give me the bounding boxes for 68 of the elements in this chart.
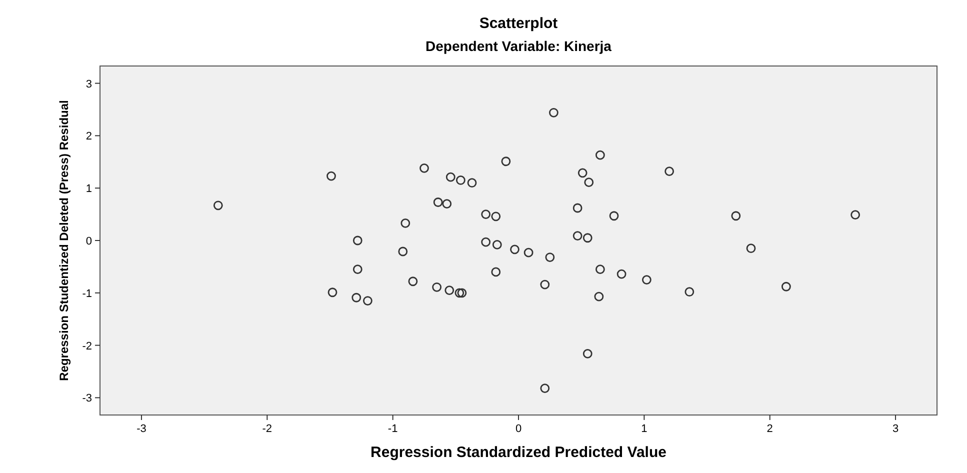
point — [524, 248, 534, 258]
x-tick-label: 1 — [641, 423, 648, 435]
x-tick-label: -1 — [388, 423, 398, 435]
point — [362, 296, 372, 306]
point — [616, 269, 626, 279]
point — [491, 212, 501, 222]
point — [582, 233, 592, 243]
point — [481, 210, 491, 219]
point — [400, 218, 410, 228]
y-tick-label: -1 — [82, 288, 92, 300]
y-tick-label: 0 — [86, 236, 92, 248]
x-axis-title: Regression Standardized Predicted Value — [370, 444, 666, 461]
x-tick-label: -2 — [262, 423, 272, 435]
point — [444, 286, 454, 295]
point — [572, 203, 582, 213]
point — [540, 384, 550, 393]
point — [781, 282, 791, 292]
chart-title: Scatterplot — [479, 15, 558, 32]
point — [432, 282, 442, 292]
point — [492, 240, 502, 250]
point — [457, 288, 467, 298]
point — [540, 280, 550, 290]
point — [446, 172, 456, 182]
y-tick-label: 1 — [86, 183, 92, 196]
point — [850, 210, 860, 220]
point — [642, 275, 652, 284]
point — [510, 244, 520, 254]
point — [501, 156, 511, 166]
y-tick-label: 3 — [86, 78, 92, 90]
point — [467, 178, 477, 188]
point — [352, 236, 362, 246]
point — [731, 211, 741, 221]
point — [572, 231, 582, 240]
point — [578, 168, 588, 178]
y-axis-title: Regression Studentized Deleted (Press) Residual — [57, 100, 71, 381]
point — [582, 348, 592, 358]
x-tick-label: 2 — [766, 423, 773, 435]
point — [454, 288, 464, 298]
x-tick-label: 3 — [892, 423, 899, 435]
x-tick-label: -3 — [136, 423, 146, 435]
point — [433, 198, 443, 207]
point — [684, 287, 694, 297]
point — [213, 200, 223, 210]
point — [594, 292, 604, 302]
chart-subtitle: Dependent Variable: Kinerja — [426, 38, 612, 54]
point — [408, 276, 418, 286]
point — [609, 211, 619, 221]
point — [398, 246, 408, 256]
y-tick-label: 2 — [86, 130, 92, 143]
point — [481, 237, 491, 247]
point — [491, 267, 501, 277]
y-tick-label: -2 — [82, 340, 92, 352]
point — [420, 163, 429, 173]
y-tick-label: -3 — [82, 392, 92, 405]
point — [352, 264, 362, 274]
point — [548, 108, 558, 118]
point — [584, 178, 594, 188]
point — [595, 150, 605, 160]
point — [746, 244, 756, 254]
x-tick-label: 0 — [515, 423, 522, 435]
point — [442, 199, 452, 209]
point — [664, 166, 674, 176]
point — [352, 292, 362, 302]
point — [595, 264, 605, 274]
point — [456, 176, 466, 185]
point — [328, 288, 338, 298]
point — [326, 171, 336, 181]
point — [545, 252, 555, 262]
